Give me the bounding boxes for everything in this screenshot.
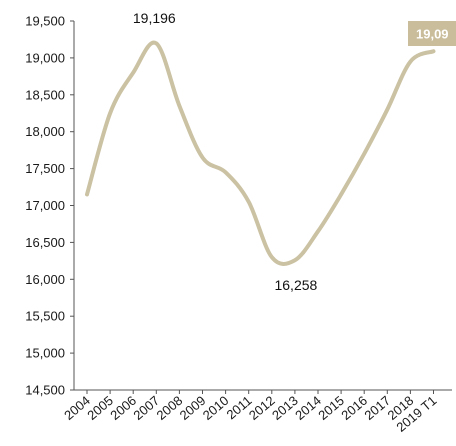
y-tick-label: 17,000: [25, 198, 65, 213]
y-tick-label: 18,000: [25, 124, 65, 139]
y-tick-label: 19,500: [25, 14, 65, 29]
end-value-label: 19,09: [416, 27, 449, 42]
trough-annotation: 16,258: [274, 277, 317, 293]
x-axis: 2004200520062007200820092010201120122013…: [61, 389, 452, 435]
y-axis: 14,500 15,000 15,500 16,000 16,500 17,000 17,5…: [25, 14, 75, 398]
annotations: 19,196 16,258 19,09: [133, 10, 456, 293]
y-tick-label: 18,500: [25, 87, 65, 102]
y-tick-label: 17,500: [25, 161, 65, 176]
y-tick-label: 16,000: [25, 272, 65, 287]
peak-annotation: 19,196: [133, 10, 176, 26]
y-tick-label: 19,000: [25, 50, 65, 65]
y-tick-label: 15,000: [25, 346, 65, 361]
end-value-badge: [408, 21, 456, 46]
series-line: [85, 40, 436, 266]
series-group: [85, 40, 436, 266]
y-tick-label: 14,500: [25, 383, 65, 398]
y-tick-label: 15,500: [25, 309, 65, 324]
y-tick-label: 16,500: [25, 235, 65, 250]
